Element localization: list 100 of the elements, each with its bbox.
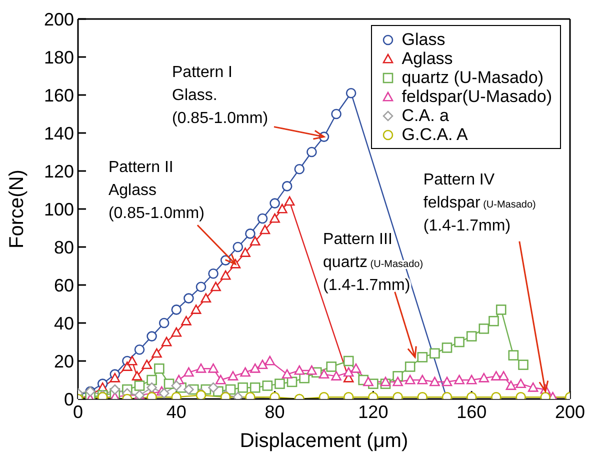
point <box>257 360 268 370</box>
point <box>442 376 452 386</box>
point <box>466 331 477 342</box>
point <box>417 374 428 384</box>
x-axis-title: Displacement (μm) <box>240 430 408 452</box>
point <box>240 248 250 257</box>
point <box>216 374 226 384</box>
point <box>343 367 354 377</box>
point <box>508 350 519 360</box>
point <box>277 204 288 214</box>
y-tick-label: 0 <box>64 389 74 410</box>
point <box>478 372 490 382</box>
point <box>146 374 157 386</box>
point <box>488 316 499 326</box>
legend-label: G.C.A. A <box>402 125 468 144</box>
point <box>200 293 212 303</box>
point <box>250 382 260 393</box>
y-tick-label: 20 <box>54 351 74 372</box>
point <box>392 376 403 386</box>
x-tick-label: 80 <box>264 402 285 422</box>
point <box>250 236 260 246</box>
point <box>171 304 182 315</box>
point <box>454 336 464 348</box>
point <box>346 88 356 98</box>
point <box>264 356 276 366</box>
point <box>282 369 292 379</box>
point <box>331 108 342 120</box>
point <box>270 198 280 208</box>
point <box>284 196 295 206</box>
point <box>442 342 452 353</box>
y-tick-label: 180 <box>44 47 74 68</box>
y-tick-label: 140 <box>44 123 74 144</box>
legend-label: Glass <box>402 30 446 49</box>
y-tick-label: 60 <box>54 275 74 296</box>
point <box>286 376 298 388</box>
point <box>506 380 516 390</box>
y-tick-label: 120 <box>44 161 74 182</box>
point <box>430 348 440 359</box>
point <box>404 362 416 372</box>
y-tick-label: 200 <box>44 9 74 30</box>
y-tick-label: 160 <box>44 85 74 106</box>
point <box>158 318 170 328</box>
point <box>171 380 182 391</box>
point <box>262 380 273 391</box>
annotation: Pattern I Glass. (0.85-1.0mm) <box>172 64 268 127</box>
point <box>152 348 162 358</box>
y-tick-label: 80 <box>54 237 74 258</box>
point <box>228 371 238 380</box>
point <box>126 356 138 366</box>
point <box>171 327 182 337</box>
point <box>516 378 526 388</box>
point <box>260 224 270 234</box>
point <box>417 352 428 362</box>
point <box>146 382 157 393</box>
point <box>496 304 506 315</box>
point <box>363 376 374 386</box>
point <box>238 382 248 393</box>
point <box>220 270 231 280</box>
y-tick-label: 40 <box>54 313 74 334</box>
point <box>184 293 194 304</box>
x-tick-label: 200 <box>554 402 586 422</box>
x-tick-label: 40 <box>166 402 186 422</box>
point <box>518 360 528 370</box>
point <box>208 268 218 279</box>
point <box>164 378 174 389</box>
point <box>331 371 342 380</box>
point <box>270 213 280 223</box>
point <box>257 213 268 224</box>
legend-label: quartz (U-Masado) <box>402 68 544 87</box>
point <box>208 382 218 393</box>
annotation: Pattern II Aglass (0.85-1.0mm) <box>108 159 204 222</box>
point <box>274 378 285 389</box>
point <box>184 367 194 377</box>
point <box>154 363 164 374</box>
point <box>404 374 416 384</box>
point <box>491 371 502 380</box>
point <box>208 363 218 373</box>
point <box>210 282 221 292</box>
point <box>306 365 317 375</box>
y-axis-title: Force(N) <box>6 170 28 248</box>
point <box>146 331 157 342</box>
point <box>240 367 250 377</box>
point <box>142 360 152 370</box>
point <box>196 390 206 399</box>
point <box>528 382 538 392</box>
x-tick-label: 120 <box>358 402 388 422</box>
point <box>430 376 440 386</box>
point <box>454 374 464 384</box>
point <box>326 362 337 372</box>
point <box>306 146 317 158</box>
point <box>122 362 132 371</box>
point <box>110 372 120 382</box>
point <box>343 356 354 366</box>
point <box>161 336 172 346</box>
x-tick-label: 160 <box>456 402 487 422</box>
legend-label: C.A. a <box>402 106 450 125</box>
annotation: Pattern IV feldspar (U-Masado) (1.4-1.7mm) <box>423 171 536 234</box>
point <box>294 365 305 375</box>
point <box>318 369 330 379</box>
point <box>196 363 206 373</box>
